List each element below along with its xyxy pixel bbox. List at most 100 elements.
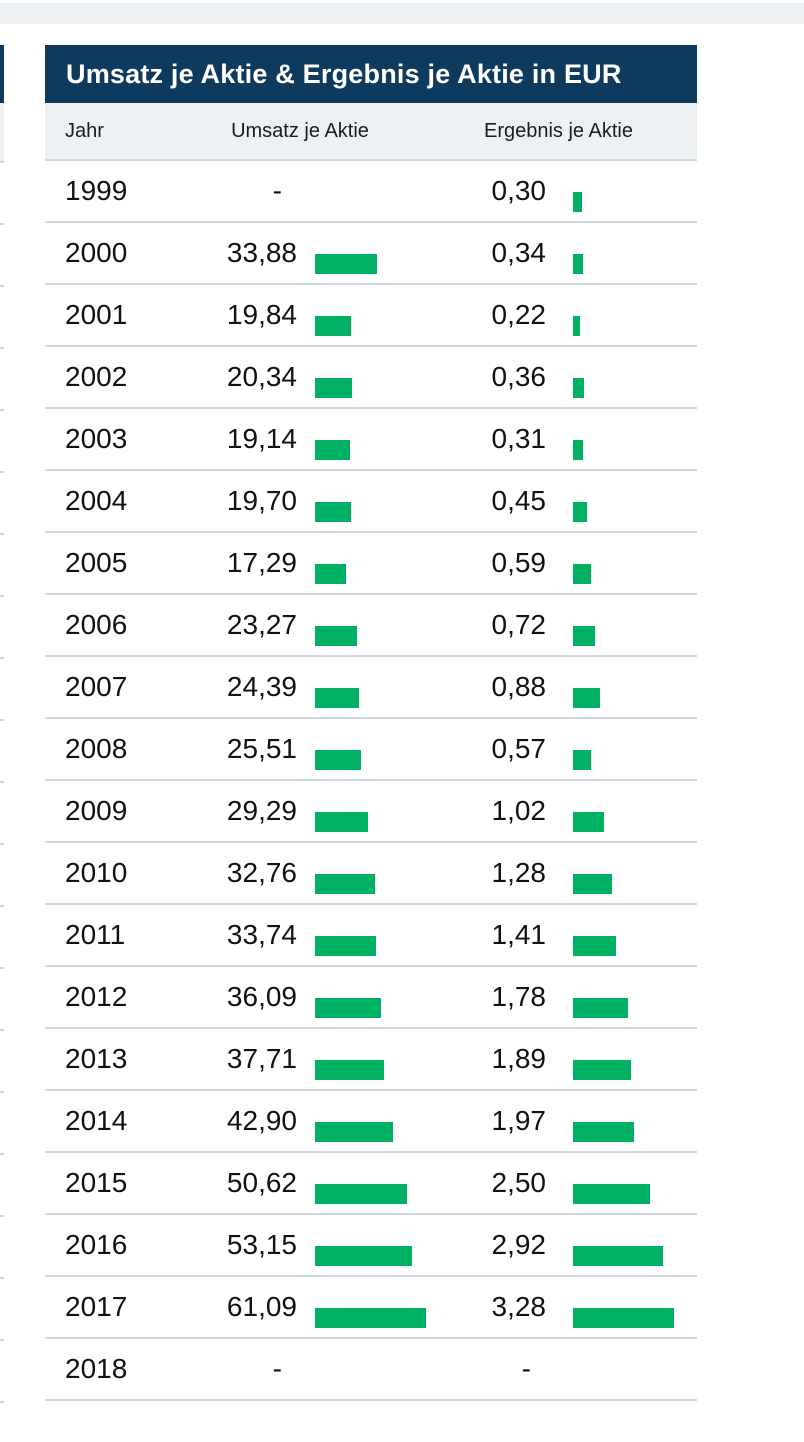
table-row: 2015 50,62 2,50 <box>45 1153 697 1215</box>
ergebnis-bar-cell <box>546 294 697 336</box>
umsatz-value: 23,27 <box>226 609 297 640</box>
ergebnis-bar <box>573 812 604 832</box>
left-fragment-row <box>0 597 4 659</box>
table-row: 2017 61,09 3,28 <box>45 1277 697 1339</box>
umsatz-value: 61,09 <box>226 1291 297 1322</box>
ergebnis-value: 1,78 <box>491 981 547 1012</box>
umsatz-bar <box>315 1246 412 1266</box>
left-fragment-row <box>0 1341 4 1403</box>
year-cell: 2002 <box>65 361 128 392</box>
ergebnis-bar <box>573 502 587 522</box>
umsatz-bar <box>315 564 346 584</box>
table-row: 2014 42,90 1,97 <box>45 1091 697 1153</box>
left-fragment-rows <box>0 163 4 1403</box>
umsatz-value: 32,76 <box>226 857 297 888</box>
umsatz-bar-cell <box>297 914 460 956</box>
ergebnis-bar-cell <box>546 480 697 522</box>
ergebnis-bar-cell <box>546 1224 697 1266</box>
umsatz-bar-cell <box>297 666 460 708</box>
left-fragment-row <box>0 411 4 473</box>
umsatz-value: 25,51 <box>226 733 297 764</box>
left-fragment-row <box>0 783 4 845</box>
ergebnis-bar <box>573 440 583 460</box>
umsatz-value: 19,84 <box>226 299 297 330</box>
column-header-jahr: Jahr <box>65 119 104 142</box>
year-cell: 2007 <box>65 671 128 702</box>
year-cell: 2008 <box>65 733 128 764</box>
table-row: 2006 23,27 0,72 <box>45 595 697 657</box>
umsatz-bar-cell <box>297 232 460 274</box>
ergebnis-bar-cell <box>546 666 697 708</box>
umsatz-bar-cell <box>297 1038 460 1080</box>
ergebnis-bar <box>573 1122 634 1142</box>
ergebnis-bar <box>573 936 616 956</box>
umsatz-bar <box>315 1122 393 1142</box>
table-rows: 1999-0,30 2000 33,88 0,34 2001 19,84 0,22 2002 2… <box>45 161 697 1401</box>
umsatz-bar-cell <box>297 480 460 522</box>
ergebnis-bar <box>573 1184 650 1204</box>
table-row: 2000 33,88 0,34 <box>45 223 697 285</box>
year-cell: 2009 <box>65 795 128 826</box>
ergebnis-value: 1,41 <box>491 919 547 950</box>
umsatz-bar <box>315 1184 407 1204</box>
year-cell: 2003 <box>65 423 128 454</box>
table-row: 2013 37,71 1,89 <box>45 1029 697 1091</box>
umsatz-value: 24,39 <box>226 671 297 702</box>
umsatz-value: 17,29 <box>226 547 297 578</box>
left-fragment-row <box>0 535 4 597</box>
year-cell: 2004 <box>65 485 128 516</box>
table-row: 2012 36,09 1,78 <box>45 967 697 1029</box>
left-fragment-row <box>0 1031 4 1093</box>
left-fragment-row <box>0 1279 4 1341</box>
umsatz-bar <box>315 502 351 522</box>
ergebnis-value: - <box>521 1353 531 1384</box>
umsatz-bar-cell <box>297 852 460 894</box>
column-header-ergebnis: Ergebnis je Aktie <box>484 119 633 142</box>
ergebnis-value: 2,50 <box>491 1167 547 1198</box>
umsatz-bar <box>315 1308 426 1328</box>
umsatz-bar <box>315 254 377 274</box>
ergebnis-bar-cell <box>546 1162 697 1204</box>
umsatz-value: 19,14 <box>226 423 297 454</box>
table-title-bar: Umsatz je Aktie & Ergebnis je Aktie in E… <box>45 45 697 103</box>
year-cell: 2010 <box>65 857 128 888</box>
left-fragment-row <box>0 225 4 287</box>
table-row: 2001 19,84 0,22 <box>45 285 697 347</box>
year-cell: 2015 <box>65 1167 128 1198</box>
ergebnis-bar <box>573 750 591 770</box>
umsatz-bar <box>315 874 375 894</box>
ergebnis-value: 0,31 <box>491 423 547 454</box>
umsatz-value: 33,88 <box>226 237 297 268</box>
left-fragment-row <box>0 721 4 783</box>
ergebnis-value: 1,89 <box>491 1043 547 1074</box>
left-fragment-row <box>0 163 4 225</box>
table-row: 2010 32,76 1,28 <box>45 843 697 905</box>
umsatz-value: 29,29 <box>226 795 297 826</box>
ergebnis-bar-cell <box>546 976 697 1018</box>
year-cell: 2016 <box>65 1229 128 1260</box>
umsatz-value: 33,74 <box>226 919 297 950</box>
umsatz-bar <box>315 440 350 460</box>
umsatz-bar-cell <box>297 976 460 1018</box>
ergebnis-bar-cell <box>546 418 697 460</box>
left-edge-table-fragment <box>0 45 4 1403</box>
table-row: 2009 29,29 1,02 <box>45 781 697 843</box>
left-fragment-row <box>0 349 4 411</box>
year-cell: 1999 <box>65 175 128 206</box>
left-fragment-row <box>0 473 4 535</box>
table-row: 1999 - 0,30 <box>45 161 697 223</box>
ergebnis-bar-cell <box>546 1038 697 1080</box>
ergebnis-bar <box>573 192 582 212</box>
year-cell: 2005 <box>65 547 128 578</box>
year-cell: 2018 <box>65 1353 128 1384</box>
ergebnis-bar-cell <box>546 914 697 956</box>
year-cell: 2011 <box>65 919 126 950</box>
ergebnis-bar <box>573 378 584 398</box>
ergebnis-bar <box>573 316 580 336</box>
left-fragment-row <box>0 907 4 969</box>
table-row: 2002 20,34 0,36 <box>45 347 697 409</box>
table-row: 2011 33,74 1,41 <box>45 905 697 967</box>
table-row: 2008 25,51 0,57 <box>45 719 697 781</box>
table-row: 2005 17,29 0,59 <box>45 533 697 595</box>
ergebnis-value: 0,36 <box>491 361 547 392</box>
